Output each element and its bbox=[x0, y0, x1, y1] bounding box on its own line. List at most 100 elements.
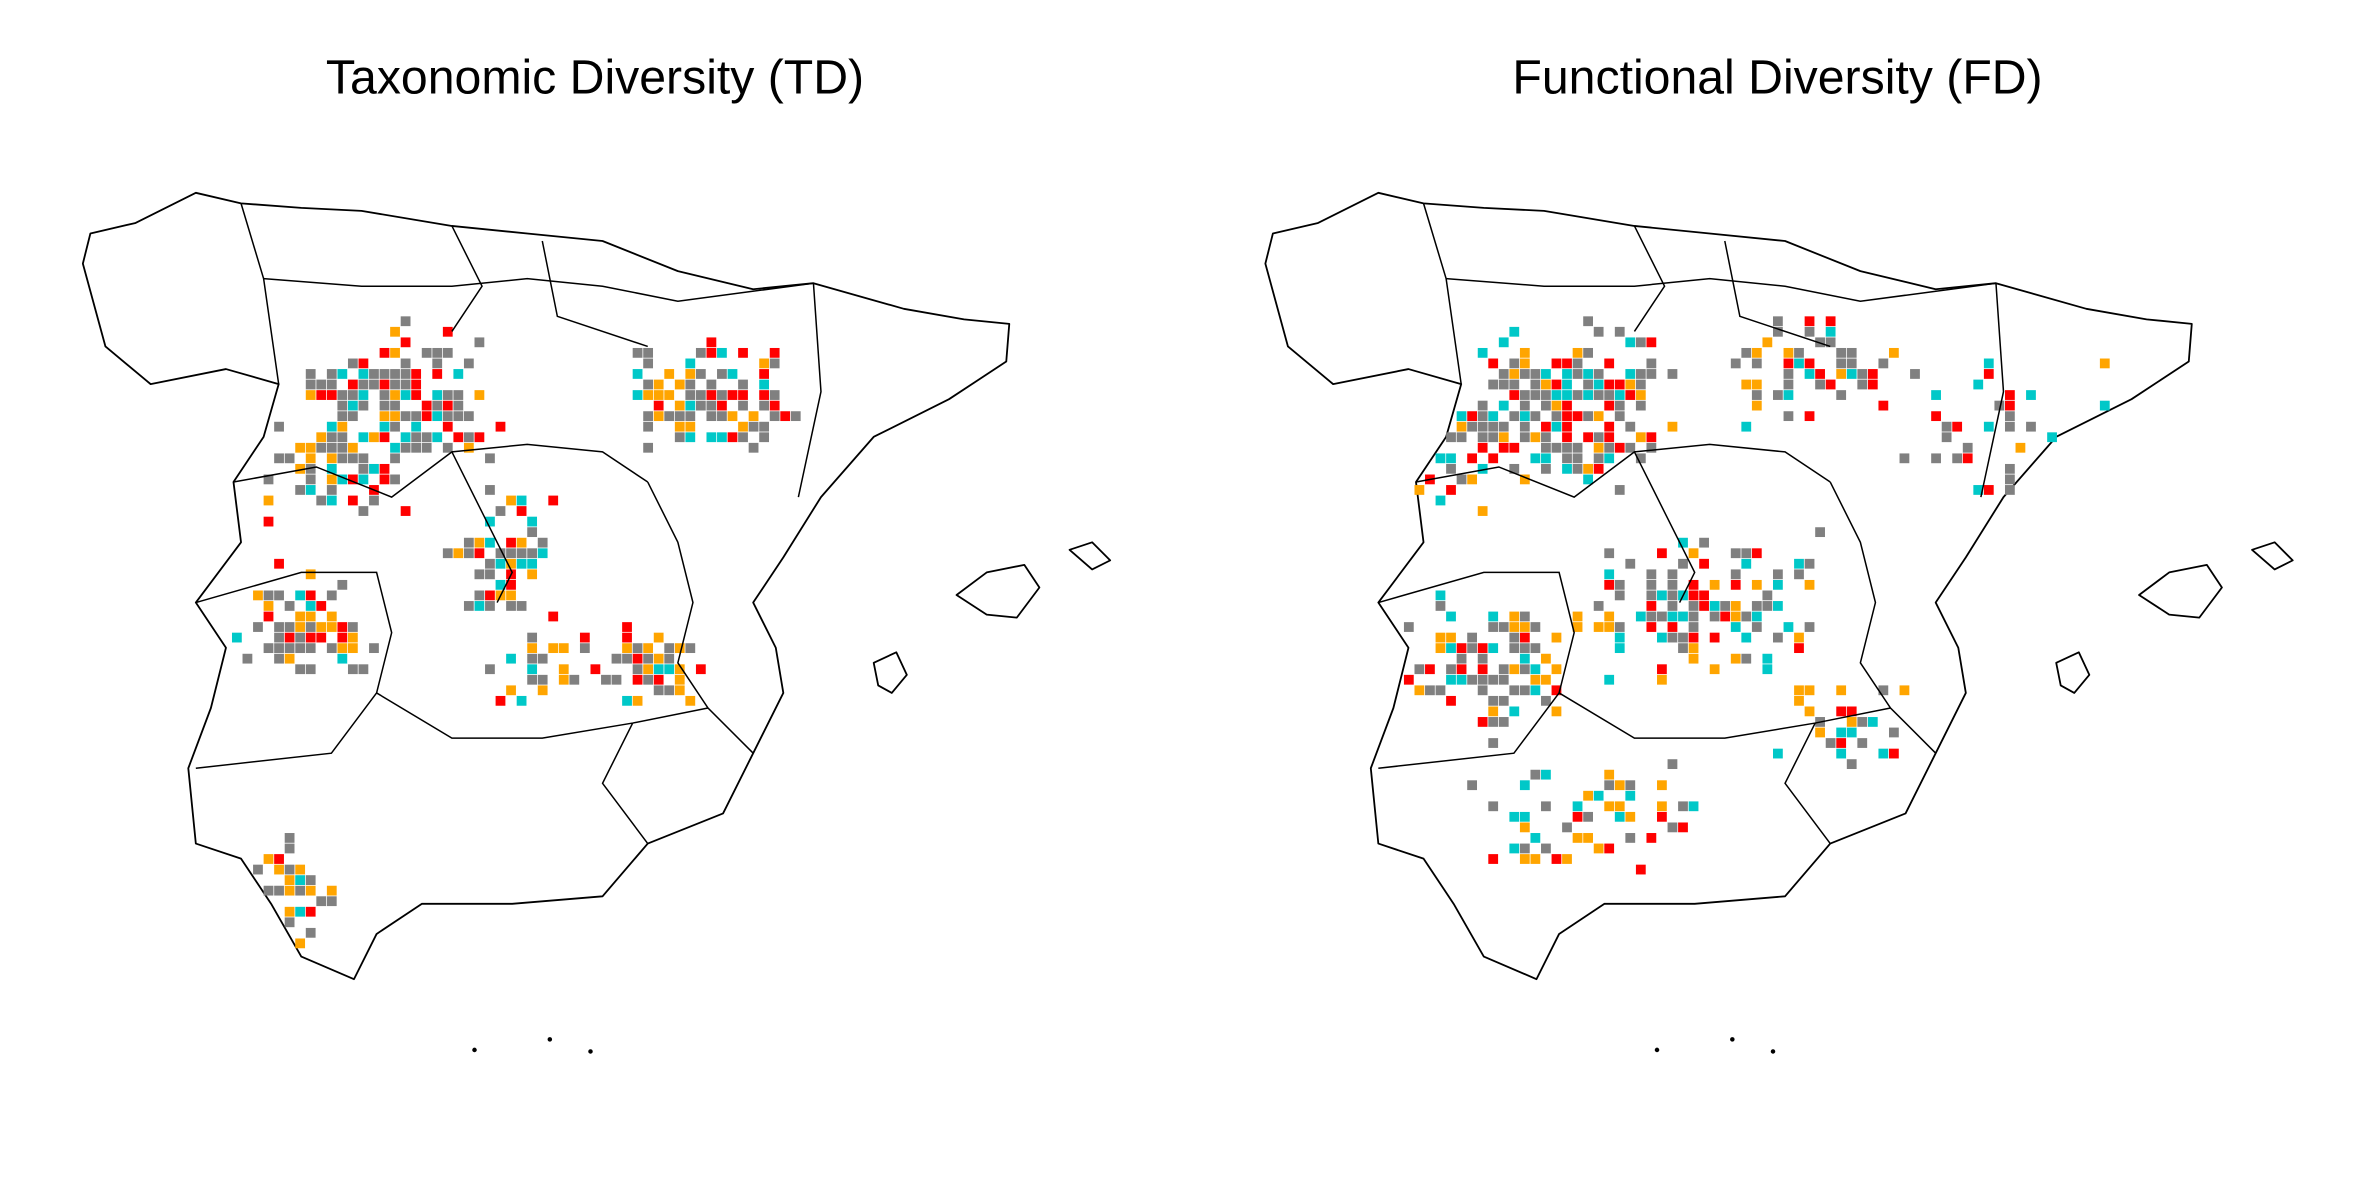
grid-cell bbox=[1467, 632, 1478, 643]
grid-cell bbox=[537, 548, 548, 559]
grid-cell bbox=[579, 643, 590, 654]
grid-cell bbox=[1498, 674, 1509, 685]
grid-cell bbox=[1783, 411, 1794, 422]
grid-cell bbox=[495, 695, 506, 706]
grid-cell bbox=[653, 379, 664, 390]
grid-cell bbox=[590, 664, 601, 675]
grid-cell bbox=[1488, 453, 1499, 464]
grid-cell bbox=[1962, 442, 1973, 453]
grid-cell bbox=[442, 347, 453, 358]
grid-cell bbox=[284, 864, 295, 875]
grid-cell bbox=[1446, 632, 1456, 643]
grid-cell bbox=[1530, 369, 1541, 379]
grid-cell bbox=[1435, 643, 1446, 654]
grid-cell bbox=[695, 400, 706, 411]
grid-cell bbox=[1657, 674, 1667, 685]
grid-cell bbox=[305, 474, 316, 485]
grid-cell bbox=[1519, 421, 1530, 432]
grid-cell bbox=[400, 506, 411, 516]
grid-cell bbox=[463, 432, 474, 443]
grid-cell bbox=[1804, 685, 1815, 696]
grid-cell bbox=[1604, 453, 1615, 464]
grid-cell bbox=[1836, 727, 1847, 738]
grid-cell bbox=[284, 601, 295, 611]
grid-cell bbox=[632, 347, 643, 358]
grid-cell bbox=[664, 653, 675, 664]
grid-cell bbox=[326, 590, 337, 601]
grid-cell bbox=[1699, 590, 1709, 601]
grid-cell bbox=[242, 653, 253, 664]
grid-cell bbox=[358, 664, 369, 675]
grid-cell bbox=[1498, 379, 1509, 390]
grid-cell bbox=[379, 379, 390, 390]
grid-cell bbox=[1562, 442, 1572, 453]
grid-cell bbox=[400, 369, 411, 379]
grid-cell bbox=[1657, 664, 1667, 675]
grid-cell bbox=[1730, 358, 1741, 369]
grid-cell bbox=[2004, 421, 2015, 432]
grid-cell bbox=[485, 485, 495, 495]
grid-cell bbox=[1625, 442, 1636, 453]
grid-cell bbox=[1657, 780, 1667, 791]
grid-cell bbox=[1604, 843, 1615, 854]
grid-cell bbox=[1815, 727, 1825, 738]
grid-cell bbox=[1498, 442, 1509, 453]
grid-cell bbox=[337, 579, 348, 590]
grid-cell bbox=[337, 432, 348, 443]
grid-cell bbox=[1846, 717, 1857, 727]
grid-cell bbox=[1467, 780, 1478, 791]
grid-cell bbox=[1446, 695, 1456, 706]
grid-cell bbox=[274, 590, 284, 601]
grid-cell bbox=[284, 653, 295, 664]
grid-cell bbox=[1488, 801, 1499, 812]
grid-cell bbox=[284, 632, 295, 643]
grid-cell bbox=[643, 358, 654, 369]
region-border bbox=[376, 692, 709, 739]
map-panel bbox=[81, 191, 1112, 1054]
grid-cell bbox=[1614, 622, 1625, 632]
grid-cell bbox=[1530, 833, 1541, 843]
grid-cell bbox=[1846, 369, 1857, 379]
grid-cell bbox=[474, 390, 485, 400]
grid-cell bbox=[305, 611, 316, 622]
grid-cell bbox=[1530, 453, 1541, 464]
grid-cell bbox=[347, 474, 358, 485]
grid-cell bbox=[1931, 453, 1941, 464]
grid-cell bbox=[1403, 674, 1414, 685]
grid-cell bbox=[1741, 653, 1752, 664]
grid-cell bbox=[1783, 369, 1794, 379]
grid-cell bbox=[1625, 833, 1636, 843]
grid-cell bbox=[1519, 347, 1530, 358]
grid-cell bbox=[1646, 833, 1657, 843]
grid-cell bbox=[1604, 569, 1615, 580]
grid-cell bbox=[1635, 400, 1646, 411]
grid-cell bbox=[379, 421, 390, 432]
grid-cell bbox=[1614, 411, 1625, 422]
grid-cell bbox=[326, 442, 337, 453]
grid-cell bbox=[1477, 664, 1488, 675]
grid-cell bbox=[1583, 474, 1593, 485]
grid-cell bbox=[632, 664, 643, 675]
grid-cell bbox=[1604, 421, 1615, 432]
grid-cell bbox=[284, 917, 295, 928]
grid-cell bbox=[1541, 653, 1551, 664]
grid-cell bbox=[674, 664, 685, 675]
grid-cell bbox=[379, 432, 390, 443]
grid-cell bbox=[1741, 611, 1752, 622]
grid-cell bbox=[358, 390, 369, 400]
grid-cell bbox=[1783, 390, 1794, 400]
grid-cell bbox=[1625, 558, 1636, 569]
grid-cell bbox=[1741, 421, 1752, 432]
grid-cell bbox=[527, 516, 538, 527]
grid-cell bbox=[558, 643, 569, 654]
grid-cell bbox=[706, 390, 717, 400]
grid-cell bbox=[326, 432, 337, 443]
grid-cell bbox=[1614, 801, 1625, 812]
grid-cell bbox=[643, 390, 654, 400]
grid-cell bbox=[1751, 347, 1762, 358]
grid-cell bbox=[601, 674, 611, 685]
grid-cell bbox=[453, 400, 464, 411]
grid-cell bbox=[1593, 843, 1604, 854]
grid-cell bbox=[274, 622, 284, 632]
grid-cell bbox=[1983, 358, 1994, 369]
